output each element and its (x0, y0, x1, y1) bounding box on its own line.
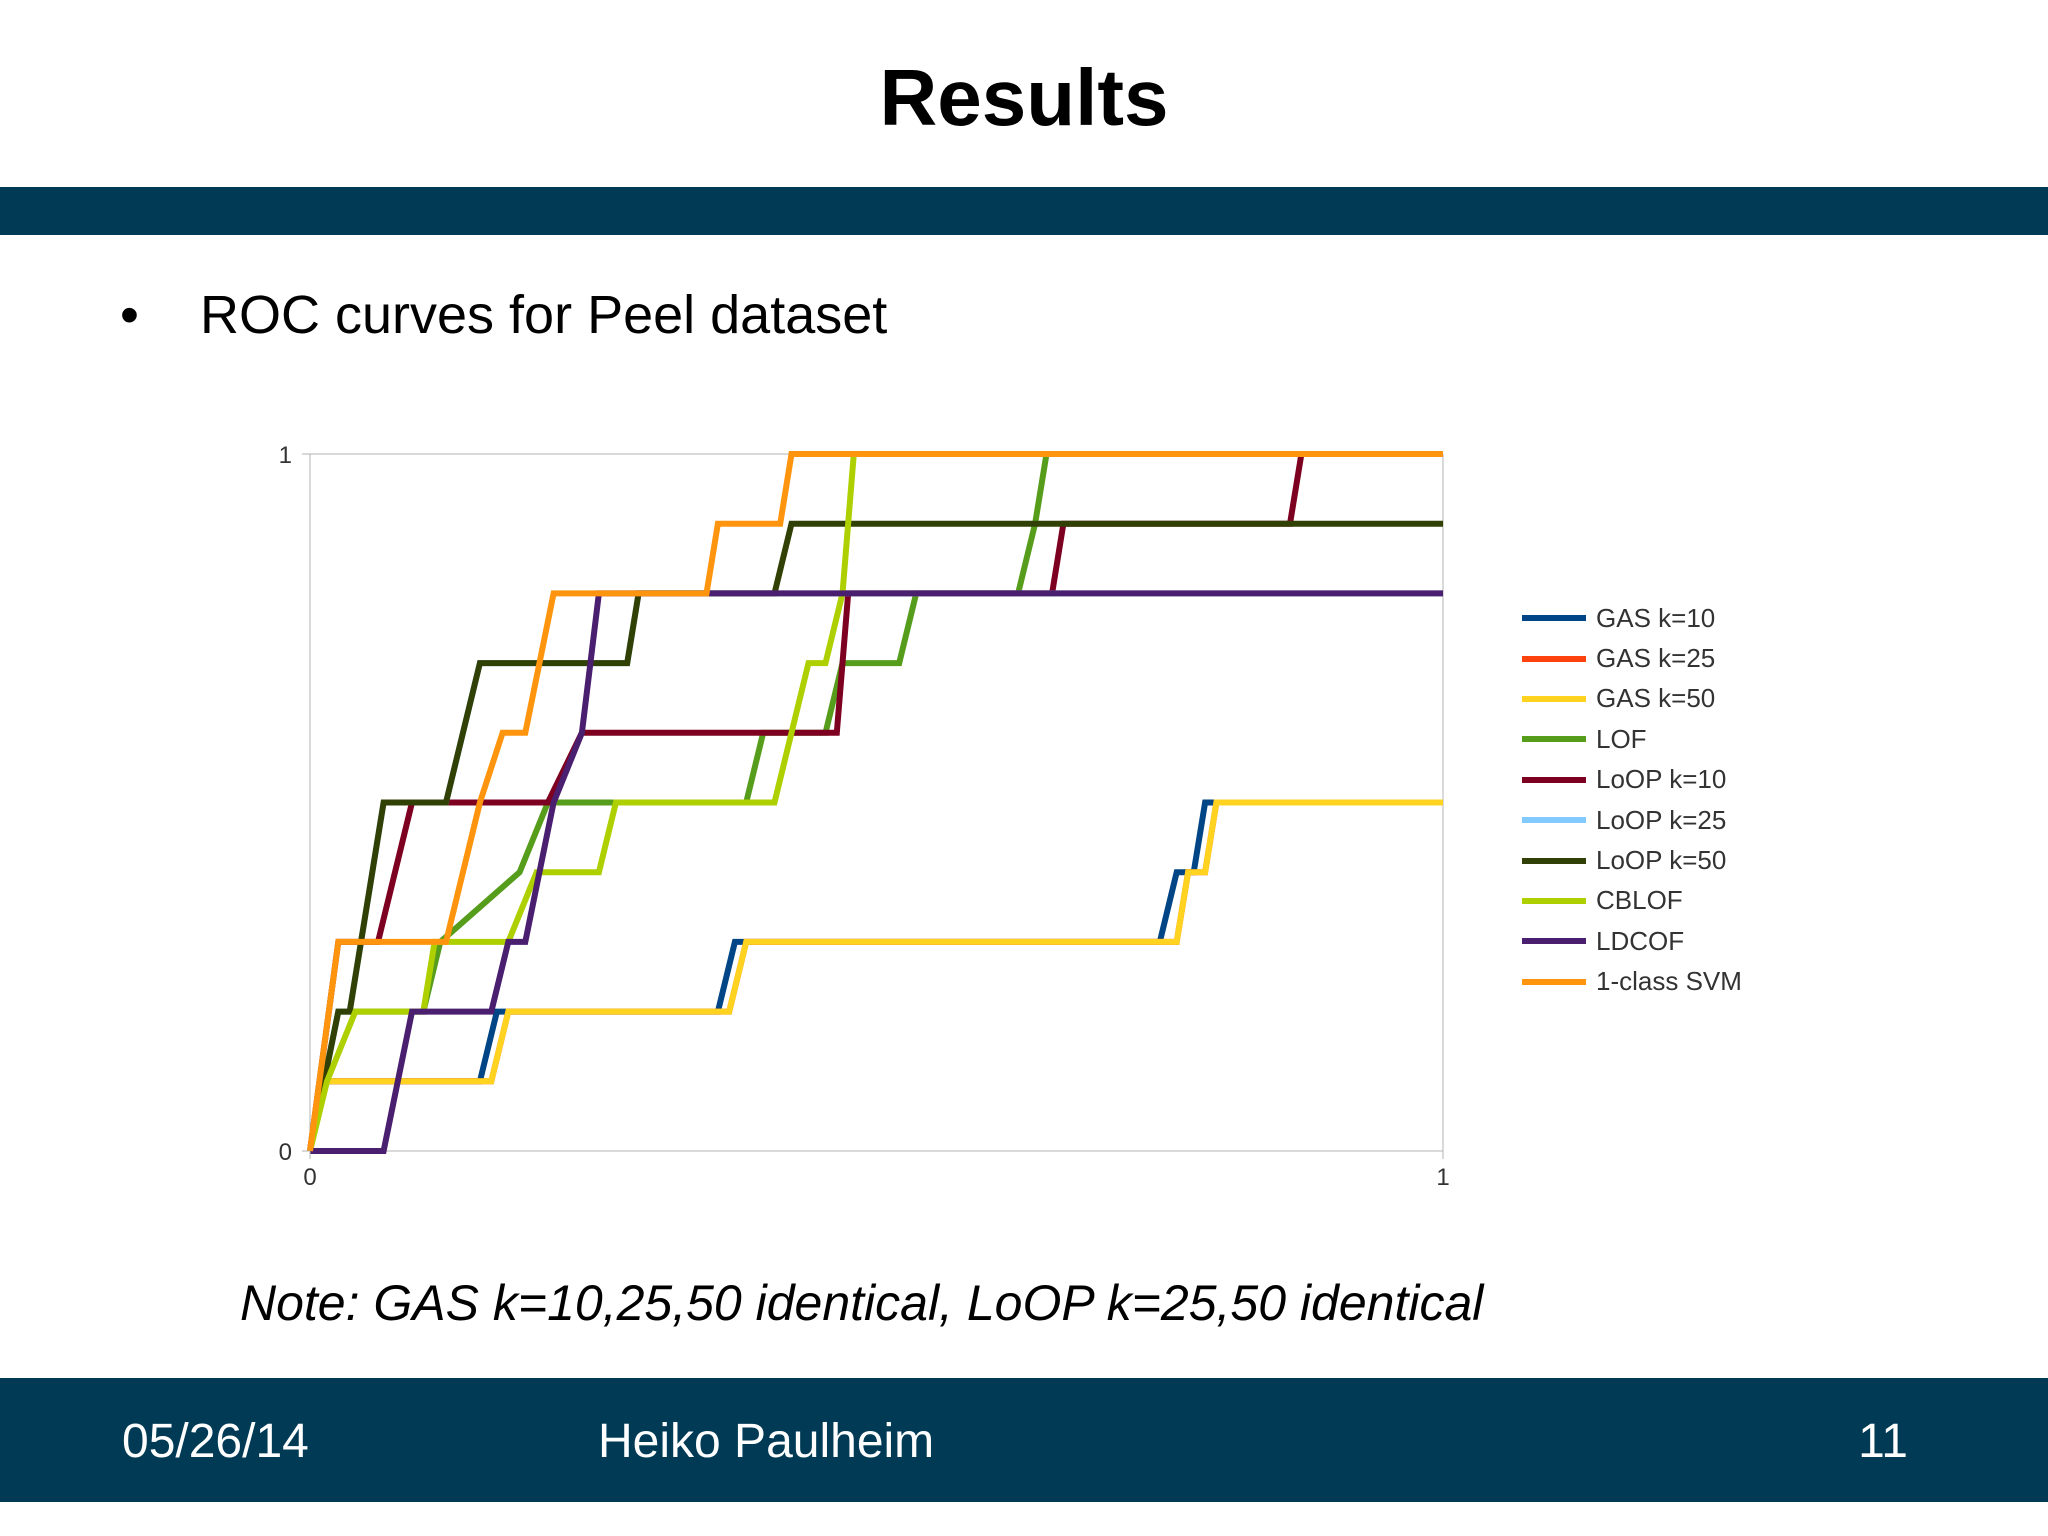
legend-swatch (1522, 817, 1586, 824)
series-line (307, 451, 1443, 1152)
x-tick-label: 0 (303, 1164, 316, 1191)
footer-author: Heiko Paulheim (598, 1415, 935, 1468)
header-band (0, 187, 2048, 235)
legend-swatch (1522, 938, 1586, 945)
series-line (307, 799, 1443, 1152)
footer-band: 05/26/14 Heiko Paulheim 11 (0, 1378, 2048, 1502)
legend-swatch (1522, 897, 1586, 904)
series-line (310, 590, 1443, 1154)
roc-chart: 0 1 0 1 (279, 442, 1450, 1191)
legend-item: GAS k=10 (1522, 598, 1742, 638)
bullet-marker: • (120, 285, 139, 345)
bullet-point: • ROC curves for Peel dataset (120, 284, 887, 346)
legend-item: GAS k=25 (1522, 638, 1742, 678)
legend-swatch (1522, 736, 1586, 743)
series-line (307, 520, 1443, 1152)
y-tick-label: 1 (279, 442, 292, 469)
legend-label: LoOP k=25 (1596, 804, 1727, 835)
legend-label: LoOP k=50 (1596, 845, 1727, 876)
legend-swatch (1522, 615, 1586, 622)
legend-label: GAS k=50 (1596, 683, 1716, 714)
series-line (307, 799, 1443, 1152)
legend-item: LoOP k=50 (1522, 840, 1742, 880)
legend-swatch (1522, 776, 1586, 783)
legend-item: LoOP k=25 (1522, 800, 1742, 840)
legend-label: 1-class SVM (1596, 966, 1742, 997)
legend-label: LOF (1596, 723, 1647, 754)
chart-legend: GAS k=10 GAS k=25 GAS k=50 LOF LoOP k=10 LoOP… (1522, 598, 1742, 1002)
plot-lines (307, 451, 1443, 1154)
legend-label: LDCOF (1596, 925, 1685, 956)
legend-swatch (1522, 857, 1586, 864)
legend-item: LOF (1522, 719, 1742, 759)
series-line (307, 590, 1443, 1152)
bullet-text: ROC curves for Peel dataset (200, 285, 888, 345)
legend-label: CBLOF (1596, 885, 1683, 916)
legend-item: CBLOF (1522, 881, 1742, 921)
legend-item: LoOP k=10 (1522, 760, 1742, 800)
y-tick-label: 0 (279, 1139, 292, 1166)
legend-label: LoOP k=10 (1596, 764, 1727, 795)
legend-item: 1-class SVM (1522, 962, 1742, 1002)
x-tick-label: 1 (1436, 1164, 1449, 1191)
series-line (307, 451, 1443, 1152)
footer-date: 05/26/14 (122, 1415, 309, 1468)
legend-swatch (1522, 978, 1586, 985)
legend-label: GAS k=25 (1596, 643, 1716, 674)
slide-note: Note: GAS k=10,25,50 identical, LoOP k=2… (240, 1275, 1484, 1331)
legend-item: GAS k=50 (1522, 679, 1742, 719)
legend-swatch (1522, 655, 1586, 662)
legend-item: LDCOF (1522, 921, 1742, 961)
slide-title: Results (879, 53, 1169, 142)
legend-swatch (1522, 695, 1586, 702)
footer-page-number: 11 (1858, 1415, 1908, 1468)
series-line (307, 799, 1443, 1152)
legend-label: GAS k=10 (1596, 602, 1716, 633)
plot-ticks: 0 1 0 1 (279, 442, 1450, 1191)
